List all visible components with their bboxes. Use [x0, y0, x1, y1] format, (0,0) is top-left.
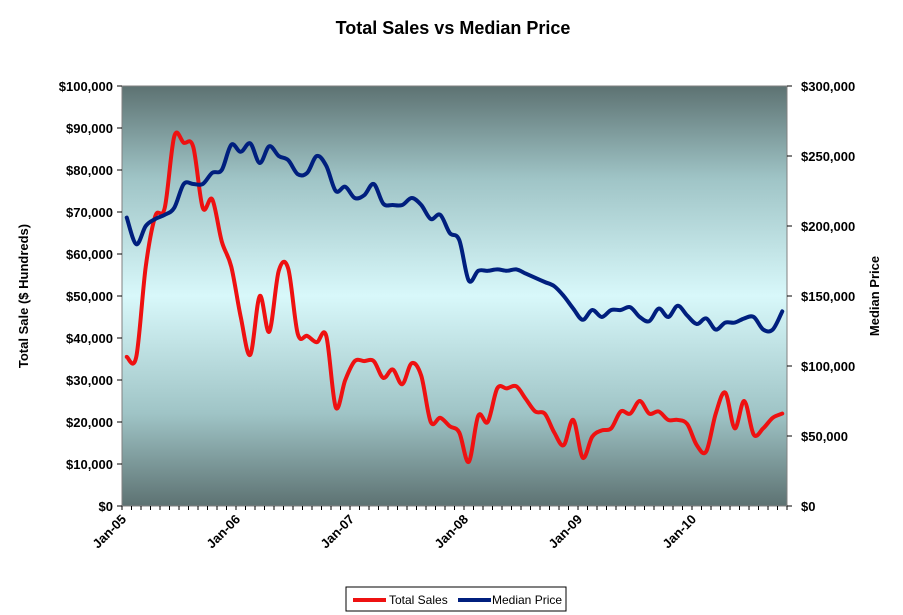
y-left-tick-label: $80,000	[66, 163, 113, 178]
y-left-tick-label: $60,000	[66, 247, 113, 262]
y-right-axis-title: Median Price	[867, 256, 882, 336]
y-left-tick-label: $10,000	[66, 457, 113, 472]
y-left-tick-label: $40,000	[66, 331, 113, 346]
y-left-tick-label: $100,000	[59, 79, 113, 94]
y-right-tick-label: $250,000	[801, 149, 855, 164]
y-right-tick-label: $0	[801, 499, 815, 514]
y-left-tick-label: $20,000	[66, 415, 113, 430]
series-line-total-sales	[124, 130, 785, 464]
legend-label-median-price: Median Price	[492, 593, 562, 607]
y-left-tick-label: $70,000	[66, 205, 113, 220]
x-axis: Jan-05 Jan-06 Jan-07 Jan-08 Jan-09 Jan-10	[89, 506, 788, 552]
x-tick-label: Jan-07	[317, 512, 357, 552]
chart-title: Total Sales vs Median Price	[336, 18, 571, 38]
legend-label-total-sales: Total Sales	[389, 593, 448, 607]
x-tick-label: Jan-08	[431, 512, 471, 552]
series-group	[124, 130, 785, 464]
y-right-tick-label: $150,000	[801, 289, 855, 304]
y-right-tick-label: $100,000	[801, 359, 855, 374]
y-right-tick-label: $300,000	[801, 79, 855, 94]
x-tick-label: Jan-05	[89, 512, 129, 552]
x-tick-label: Jan-09	[545, 512, 585, 552]
y-left-tick-label: $50,000	[66, 289, 113, 304]
y-left-tick-label: $0	[99, 499, 113, 514]
series-line-median-price	[124, 141, 785, 334]
y-left-axis-title: Total Sale ($ Hundreds)	[16, 224, 31, 368]
y-left-tick-label: $90,000	[66, 121, 113, 136]
x-tick-label: Jan-06	[203, 512, 243, 552]
y-left-tick-label: $30,000	[66, 373, 113, 388]
y-right-tick-label: $200,000	[801, 219, 855, 234]
plot-area	[121, 85, 788, 507]
x-tick-label: Jan-10	[659, 512, 699, 552]
legend: Total Sales Median Price	[345, 586, 567, 612]
y-right-tick-label: $50,000	[801, 429, 848, 444]
right-axis: $0 $50,000 $100,000 $150,000 $200,000 $250,00…	[787, 79, 855, 514]
left-axis: $0 $10,000 $20,000 $30,000 $40,000 $50,000 $60…	[59, 79, 122, 514]
